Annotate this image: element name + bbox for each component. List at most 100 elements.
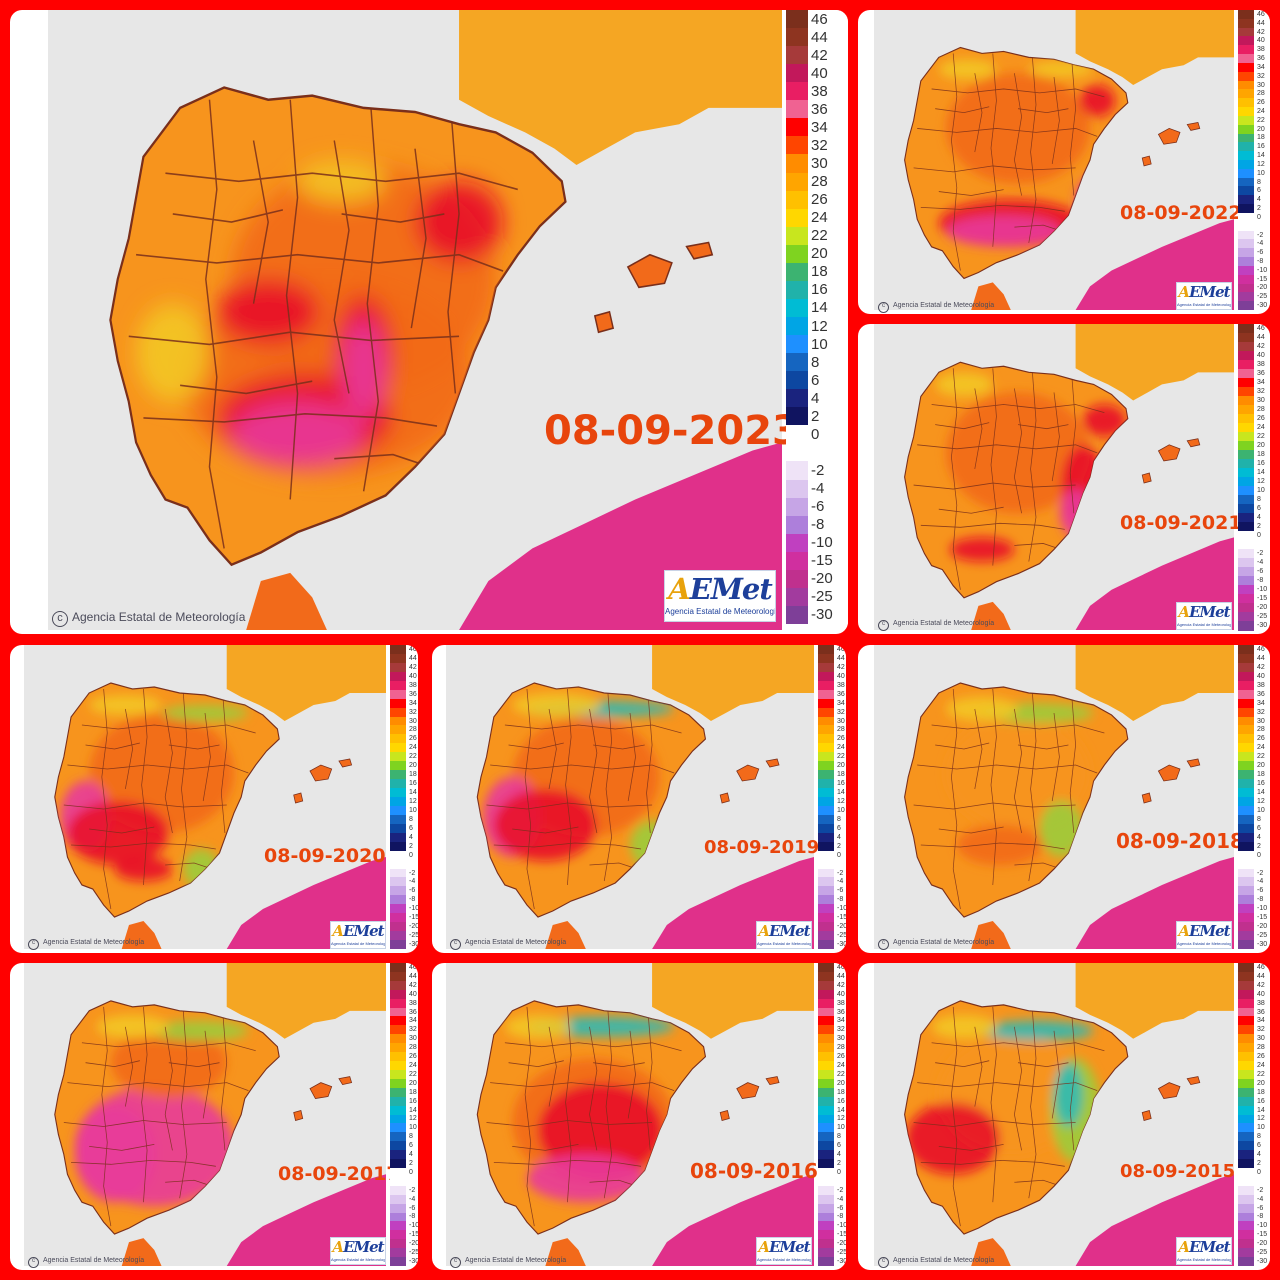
legend-tick-label: -4: [1257, 878, 1264, 886]
legend-tick-label: 46: [1257, 325, 1265, 332]
date-label: 08-09-2019: [704, 837, 820, 858]
temperature-legend: 46 44 42 40 38 36 34 32 30 28 26 24 22 20 18 16 14 12 10 8 6…: [1238, 10, 1270, 311]
temperature-zone: [67, 801, 169, 865]
legend-swatch: [818, 653, 834, 664]
temperature-field: [906, 1014, 1101, 1175]
legend-tick-label: 38: [409, 681, 417, 689]
copyright-text: Agencia Estatal de Meteorología: [893, 302, 995, 309]
legend-tick-label: 6: [811, 371, 820, 389]
temperature-zone: [946, 697, 1018, 721]
legend-tick-label: 14: [1257, 469, 1265, 476]
legend-tick-label: 22: [811, 227, 828, 245]
balearic-island: [1186, 438, 1201, 448]
legend-tick-label: 28: [1257, 90, 1265, 98]
legend-swatch: [818, 1167, 834, 1178]
legend-tick-label: 26: [409, 1053, 417, 1061]
legend-swatch: [818, 770, 834, 780]
legend-tick-label: 46: [1257, 10, 1265, 18]
legend-swatch: [1238, 1007, 1254, 1017]
legend-swatch: [1238, 1069, 1254, 1080]
legend-swatch: [1238, 360, 1254, 370]
legend-tick-label: -10: [837, 905, 846, 913]
legend-tick-label: -15: [409, 914, 418, 922]
legend-swatch: [818, 971, 834, 982]
legend-tick-label: 14: [409, 1106, 417, 1114]
balearic-island: [309, 764, 333, 782]
legend-tick-label: 36: [1257, 690, 1265, 698]
balearic-island: [1186, 122, 1201, 131]
temperature-zone: [1082, 404, 1126, 437]
legend-tick-label: -8: [1257, 577, 1264, 584]
copyright-notice: c Agencia Estatal de Meteorología: [878, 620, 994, 631]
legend-swatch: [1238, 107, 1254, 117]
province-borders: [128, 99, 518, 549]
balearic-island: [736, 764, 760, 782]
legend-tick-label: -10: [1257, 1222, 1268, 1230]
legend-swatch: [818, 797, 834, 807]
legend-swatch: [1238, 1132, 1254, 1142]
legend-swatch: [390, 1114, 406, 1124]
legend-tick-label: -2: [811, 462, 825, 479]
legend-swatch: [1238, 1105, 1254, 1115]
legend-tick-label: 30: [409, 1035, 417, 1043]
legend-tick-label: 16: [837, 1097, 845, 1105]
legend-swatch: [1238, 432, 1254, 442]
morocco-region: [971, 601, 1011, 630]
temperature-map-2015: [874, 963, 1234, 1266]
legend-swatch: [1238, 698, 1254, 709]
copyright-icon: c: [450, 1257, 461, 1268]
legend-tick-label: 40: [1257, 352, 1265, 359]
legend-swatch: [1238, 931, 1254, 941]
temperature-zone: [504, 1014, 572, 1039]
legend-swatch: [1238, 351, 1254, 361]
morocco-region: [246, 572, 327, 630]
legend-swatch: [818, 868, 834, 878]
legend-swatch: [818, 931, 834, 941]
legend-tick-label: 42: [1257, 343, 1265, 350]
legend-tick-label: -2: [1257, 869, 1264, 877]
legend-swatch: [1238, 274, 1254, 285]
legend-swatch: [818, 980, 834, 991]
legend-tick-label: 44: [1257, 654, 1265, 662]
legend-tick-label: 4: [1257, 196, 1261, 204]
legend-tick-label: 18: [1257, 771, 1265, 779]
legend-swatch: [818, 1150, 834, 1160]
legend-swatch: [1238, 576, 1254, 586]
legend-swatch: [1238, 989, 1254, 1000]
legend-tick-label: 34: [1257, 63, 1265, 71]
temperature-legend: 46 44 42 40 38 36 34 32 30 28 26 24 22 20 18 16 14 12 10 8 6…: [818, 963, 846, 1267]
legend-swatch: [1238, 89, 1254, 99]
copyright-icon: c: [450, 939, 461, 950]
legend-tick-label: 22: [1257, 116, 1265, 124]
legend-tick-label: 26: [1257, 735, 1265, 743]
legend-swatch: [818, 725, 834, 735]
legend-swatch: [786, 317, 808, 336]
legend-swatch: [818, 1096, 834, 1107]
france-region: [652, 963, 814, 1039]
legend-tick-label: -25: [409, 932, 418, 940]
legend-swatch: [1238, 743, 1254, 753]
copyright-text: Agencia Estatal de Meteorología: [72, 610, 246, 624]
legend-swatch: [786, 497, 808, 517]
legend-swatch: [1238, 513, 1254, 523]
province-borders: [913, 53, 1105, 271]
legend-swatch: [1238, 645, 1254, 655]
legend-swatch: [1238, 168, 1254, 179]
legend-tick-label: 12: [1257, 797, 1265, 805]
legend-tick-label: 14: [1257, 789, 1265, 797]
legend-tick-label: 32: [1257, 1026, 1265, 1034]
legend-swatch: [818, 734, 834, 744]
morocco-region: [121, 1238, 162, 1266]
legend-swatch: [818, 989, 834, 1000]
legend-swatch: [786, 136, 808, 155]
legend-swatch: [1238, 612, 1254, 622]
legend-swatch: [390, 998, 406, 1009]
legend-tick-label: 16: [1257, 460, 1265, 467]
temperature-legend: 46 44 42 40 38 36 34 32 30 28 26 24 22 20 18 16 14 12 10 8 6…: [1238, 963, 1270, 1267]
legend-tick-label: -8: [1257, 1213, 1264, 1221]
legend-swatch: [1238, 71, 1254, 82]
legend-tick-label: 0: [1257, 1168, 1261, 1176]
copyright-text: Agencia Estatal de Meteorología: [43, 1257, 145, 1264]
legend-swatch: [818, 886, 834, 896]
legend-tick-label: 32: [837, 708, 845, 716]
